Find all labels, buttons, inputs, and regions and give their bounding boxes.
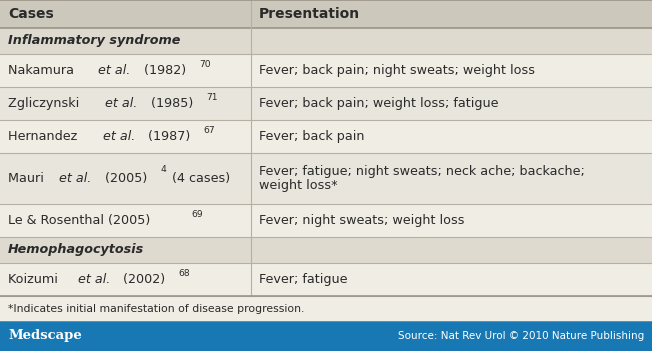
Text: *Indicates initial manifestation of disease progression.: *Indicates initial manifestation of dise… xyxy=(8,304,304,313)
Bar xyxy=(0,120,652,153)
Text: Fever; fatigue: Fever; fatigue xyxy=(259,273,348,286)
Bar xyxy=(0,321,652,351)
Text: et al.: et al. xyxy=(102,130,135,143)
Text: Nakamura: Nakamura xyxy=(8,64,78,77)
Text: et al.: et al. xyxy=(78,273,110,286)
Text: (4 cases): (4 cases) xyxy=(168,172,230,185)
Text: Le & Rosenthal (2005): Le & Rosenthal (2005) xyxy=(8,214,150,227)
Text: 68: 68 xyxy=(179,269,190,278)
Text: 4: 4 xyxy=(161,165,167,173)
Text: 70: 70 xyxy=(200,60,211,69)
Bar xyxy=(0,153,652,204)
Bar xyxy=(0,28,652,54)
Bar xyxy=(0,0,652,28)
Text: 67: 67 xyxy=(204,126,215,135)
Text: Fever; fatigue; night sweats; neck ache; backache;: Fever; fatigue; night sweats; neck ache;… xyxy=(259,165,585,178)
Text: Cases: Cases xyxy=(8,7,53,21)
Text: Hernandez: Hernandez xyxy=(8,130,82,143)
Text: Medscape: Medscape xyxy=(8,330,82,343)
Bar xyxy=(0,237,652,263)
Text: Fever; back pain: Fever; back pain xyxy=(259,130,364,143)
Text: Zgliczynski: Zgliczynski xyxy=(8,97,83,110)
Bar xyxy=(0,296,652,321)
Text: (1982): (1982) xyxy=(140,64,186,77)
Text: Hemophagocytosis: Hemophagocytosis xyxy=(8,243,144,256)
Text: 69: 69 xyxy=(192,210,203,219)
Text: Presentation: Presentation xyxy=(259,7,360,21)
Text: weight loss*: weight loss* xyxy=(259,179,338,192)
Text: (2005): (2005) xyxy=(101,172,147,185)
Text: Inflammatory syndrome: Inflammatory syndrome xyxy=(8,34,181,47)
Text: et al.: et al. xyxy=(98,64,130,77)
Bar xyxy=(0,204,652,237)
Text: et al.: et al. xyxy=(105,97,138,110)
Text: Source: Nat Rev Urol © 2010 Nature Publishing: Source: Nat Rev Urol © 2010 Nature Publi… xyxy=(398,331,644,341)
Text: Fever; back pain; weight loss; fatigue: Fever; back pain; weight loss; fatigue xyxy=(259,97,499,110)
Text: (1985): (1985) xyxy=(147,97,193,110)
Text: Koizumi: Koizumi xyxy=(8,273,62,286)
Text: Fever; night sweats; weight loss: Fever; night sweats; weight loss xyxy=(259,214,464,227)
Bar xyxy=(0,54,652,87)
Text: (1987): (1987) xyxy=(144,130,190,143)
Text: (2002): (2002) xyxy=(119,273,165,286)
Text: et al.: et al. xyxy=(59,172,92,185)
Text: Mauri: Mauri xyxy=(8,172,48,185)
Bar xyxy=(0,87,652,120)
Text: 71: 71 xyxy=(207,93,218,102)
Bar xyxy=(0,263,652,296)
Text: Fever; back pain; night sweats; weight loss: Fever; back pain; night sweats; weight l… xyxy=(259,64,535,77)
